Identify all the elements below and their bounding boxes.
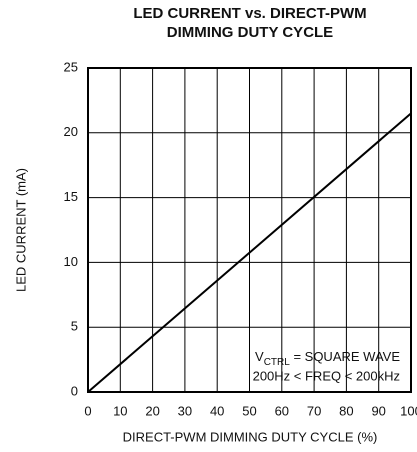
annotation: 200Hz < FREQ < 200kHz — [253, 368, 400, 383]
y-tick-label: 0 — [71, 383, 78, 398]
chart-title: DIMMING DUTY CYCLE — [167, 24, 333, 41]
plot-frame — [87, 67, 412, 393]
x-tick-label: 30 — [178, 403, 192, 418]
x-tick-label: 100 — [400, 403, 417, 418]
y-tick-label: 10 — [64, 254, 78, 269]
y-tick-label: 15 — [64, 189, 78, 204]
line — [87, 112, 412, 393]
y-tick-label: 20 — [64, 124, 78, 139]
x-tick-label: 90 — [371, 403, 385, 418]
x-tick-label: 70 — [307, 403, 321, 418]
chart-title: LED CURRENT vs. DIRECT-PWM — [133, 5, 366, 22]
x-tick-label: 80 — [339, 403, 353, 418]
x-tick-label: 50 — [242, 403, 256, 418]
x-axis-label: DIRECT-PWM DIMMING DUTY CYCLE (%) — [123, 429, 378, 444]
annotation: VCTRL = SQUARE WAVE — [255, 349, 400, 367]
x-tick-label: 10 — [113, 403, 127, 418]
x-tick-label: 0 — [84, 403, 91, 418]
y-tick-label: 25 — [64, 59, 78, 74]
x-tick-label: 60 — [275, 403, 289, 418]
annotation-part: CTRL — [264, 357, 291, 368]
annotation-part: = SQUARE WAVE — [290, 349, 400, 364]
x-tick-label: 40 — [210, 403, 224, 418]
annotation-part: V — [255, 349, 264, 364]
y-tick-label: 5 — [71, 319, 78, 334]
y-axis-label: LED CURRENT (mA) — [13, 168, 28, 292]
x-tick-label: 20 — [145, 403, 159, 418]
